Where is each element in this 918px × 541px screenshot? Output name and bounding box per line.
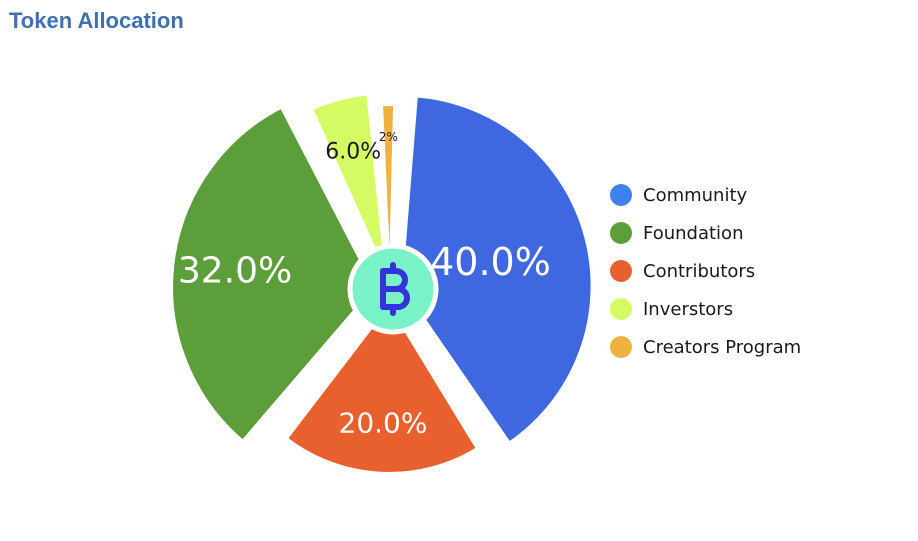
legend-item-community: Community [610, 176, 801, 214]
legend-label: Foundation [643, 222, 744, 244]
slice-label-contributors: 20.0% [339, 406, 428, 439]
legend-swatch [610, 222, 632, 244]
slice-group-inverstors: 6.0% [311, 93, 385, 253]
legend-swatch [610, 298, 632, 320]
slice-label-community: 40.0% [430, 240, 551, 284]
center-badge [347, 243, 439, 335]
legend-item-creators-program: Creators Program [610, 328, 801, 366]
slice-label-creators-program: 2% [379, 130, 398, 144]
pie-slice-creators-program [381, 104, 396, 257]
legend-label: Contributors [643, 260, 756, 282]
chart-title: Token Allocation [9, 8, 184, 33]
slice-group-contributors: 20.0% [286, 321, 478, 474]
legend-swatch [610, 184, 632, 206]
slice-group-foundation: 32.0% [171, 106, 365, 442]
legend-swatch [610, 336, 632, 358]
legend-label: Inverstors [643, 298, 734, 320]
legend-item-foundation: Foundation [610, 214, 801, 252]
legend-label: Community [643, 184, 748, 206]
bitcoin-b-icon [380, 262, 410, 316]
legend-item-inverstors: Inverstors [610, 290, 801, 328]
legend-item-contributors: Contributors [610, 252, 801, 290]
slice-label-foundation: 32.0% [178, 251, 292, 292]
legend-label: Creators Program [643, 336, 802, 358]
legend-swatch [610, 260, 632, 282]
slice-label-inverstors: 6.0% [325, 139, 381, 164]
chart-legend: Community Foundation Contributors Inverstor… [610, 176, 801, 366]
